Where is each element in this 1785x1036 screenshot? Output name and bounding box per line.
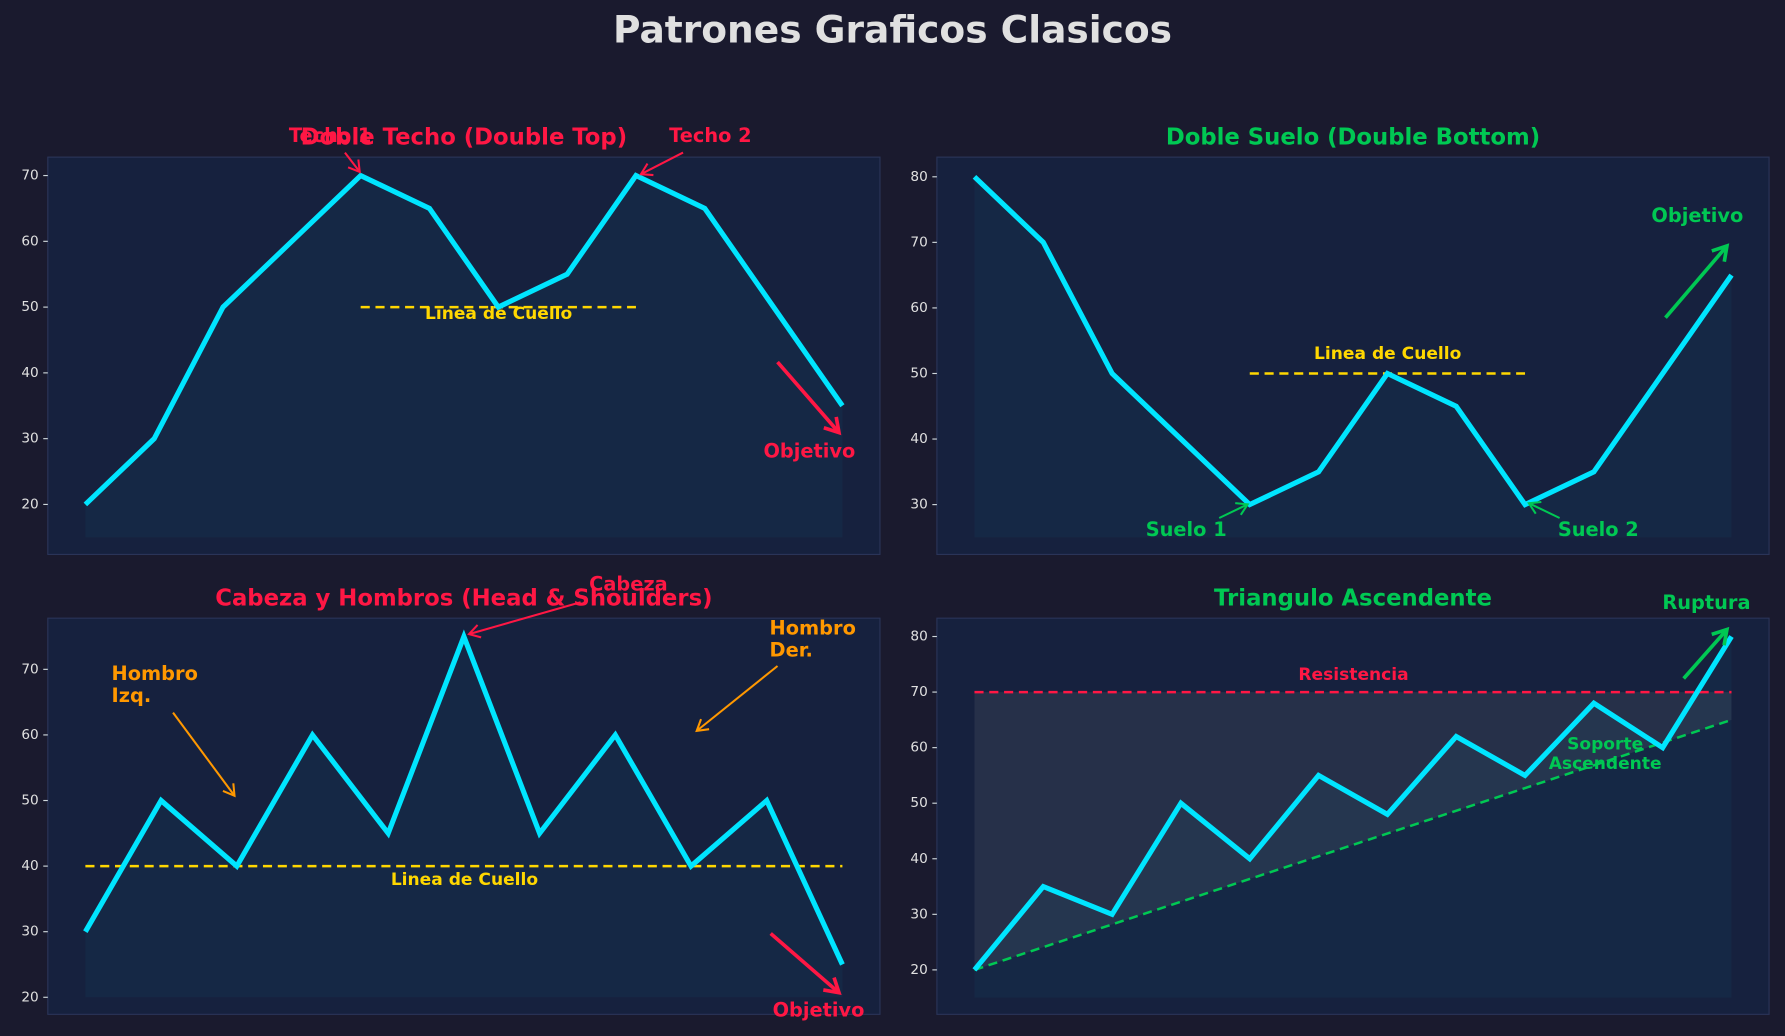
price-line: [972, 635, 1734, 972]
y-tick-label: 60: [21, 233, 38, 249]
plot-area: [936, 156, 1770, 555]
reference-label: Linea de Cuello: [425, 304, 572, 324]
annotation: Objetivo: [763, 439, 855, 462]
annotation: Techo 1: [289, 124, 371, 147]
y-tick-label: 50: [21, 793, 38, 809]
annotation: Cabeza: [589, 573, 668, 596]
y-tick-label: 40: [910, 431, 927, 447]
annotation-arrow: [468, 601, 581, 636]
y-tick-label: 40: [21, 365, 38, 381]
annotation-arrow: [696, 665, 779, 732]
y-tick-label: 50: [910, 365, 927, 381]
arrow-head: [695, 718, 710, 733]
y-tick-label: 20: [21, 989, 38, 1005]
plot-area: [47, 617, 881, 1015]
y-tick-label: 50: [910, 795, 927, 811]
annotation: Hombro Izq.: [112, 661, 198, 706]
annotation-arrow: [640, 151, 684, 176]
y-tick-label: 20: [910, 962, 927, 978]
y-tick-label: 30: [21, 924, 38, 940]
reference-label: Linea de Cuello: [1314, 344, 1461, 364]
plot-area: [47, 156, 881, 555]
chart-title: Cabeza y Hombros (Head & Shoulders): [215, 585, 712, 611]
arrow-head: [1527, 501, 1542, 515]
arrow-head: [1711, 243, 1730, 262]
arrow-head: [467, 624, 482, 639]
figure-title: Patrones Graficos Clasicos: [613, 7, 1172, 51]
area-fill: [85, 175, 843, 538]
annotation: Hombro Der.: [770, 616, 856, 661]
arrow-head: [347, 159, 361, 174]
chart-title: Doble Suelo (Double Bottom): [1166, 124, 1540, 150]
y-tick-label: 70: [21, 168, 38, 184]
price-line: [83, 172, 845, 507]
annotation: Objetivo: [773, 998, 865, 1021]
price-line: [972, 174, 1734, 508]
annotation-arrow: [1528, 502, 1561, 519]
y-tick-label: 80: [910, 169, 927, 185]
annotation-arrow: [1664, 244, 1729, 319]
y-tick-label: 80: [910, 629, 927, 645]
annotation-arrow: [776, 360, 841, 434]
reference-label: Soporte Ascendente: [1549, 735, 1662, 775]
chart-title: Triangulo Ascendente: [1214, 585, 1492, 611]
price-line: [83, 629, 845, 966]
annotation: Suelo 1: [1146, 518, 1227, 541]
reference-label: Resistencia: [1298, 665, 1408, 685]
annotation: Ruptura: [1662, 591, 1750, 614]
y-tick-label: 30: [910, 497, 927, 513]
chart-title: Doble Techo (Double Top): [301, 124, 627, 150]
annotation-arrow: [769, 932, 841, 995]
annotation: Techo 2: [669, 124, 751, 147]
annotation: Suelo 2: [1558, 518, 1639, 541]
annotation-arrow: [344, 151, 361, 173]
y-tick-label: 20: [21, 496, 38, 512]
y-tick-label: 60: [910, 300, 927, 316]
arrow-head: [639, 163, 654, 177]
reference-label: Linea de Cuello: [391, 870, 538, 890]
y-tick-label: 70: [910, 684, 927, 700]
triangle-fill: [974, 692, 1732, 970]
y-tick-label: 70: [910, 234, 927, 250]
arrow-head: [1235, 502, 1250, 516]
y-tick-label: 40: [910, 851, 927, 867]
annotation-arrow: [1682, 628, 1729, 680]
y-tick-label: 60: [21, 727, 38, 743]
y-tick-label: 60: [910, 740, 927, 756]
area-fill: [974, 176, 1732, 538]
annotation: Objetivo: [1651, 204, 1743, 227]
y-tick-label: 30: [21, 431, 38, 447]
arrow-head: [222, 783, 236, 798]
y-tick-label: 70: [21, 661, 38, 677]
y-tick-label: 40: [21, 858, 38, 874]
annotation-arrow: [172, 712, 236, 797]
arrow-head: [1711, 626, 1730, 646]
plot-area: [936, 617, 1770, 1015]
arrow-head: [823, 416, 842, 436]
area-fill: [85, 636, 843, 998]
arrow-head: [822, 976, 842, 996]
y-tick-label: 30: [910, 906, 927, 922]
y-tick-label: 50: [21, 299, 38, 315]
annotation-arrow: [1218, 503, 1249, 519]
